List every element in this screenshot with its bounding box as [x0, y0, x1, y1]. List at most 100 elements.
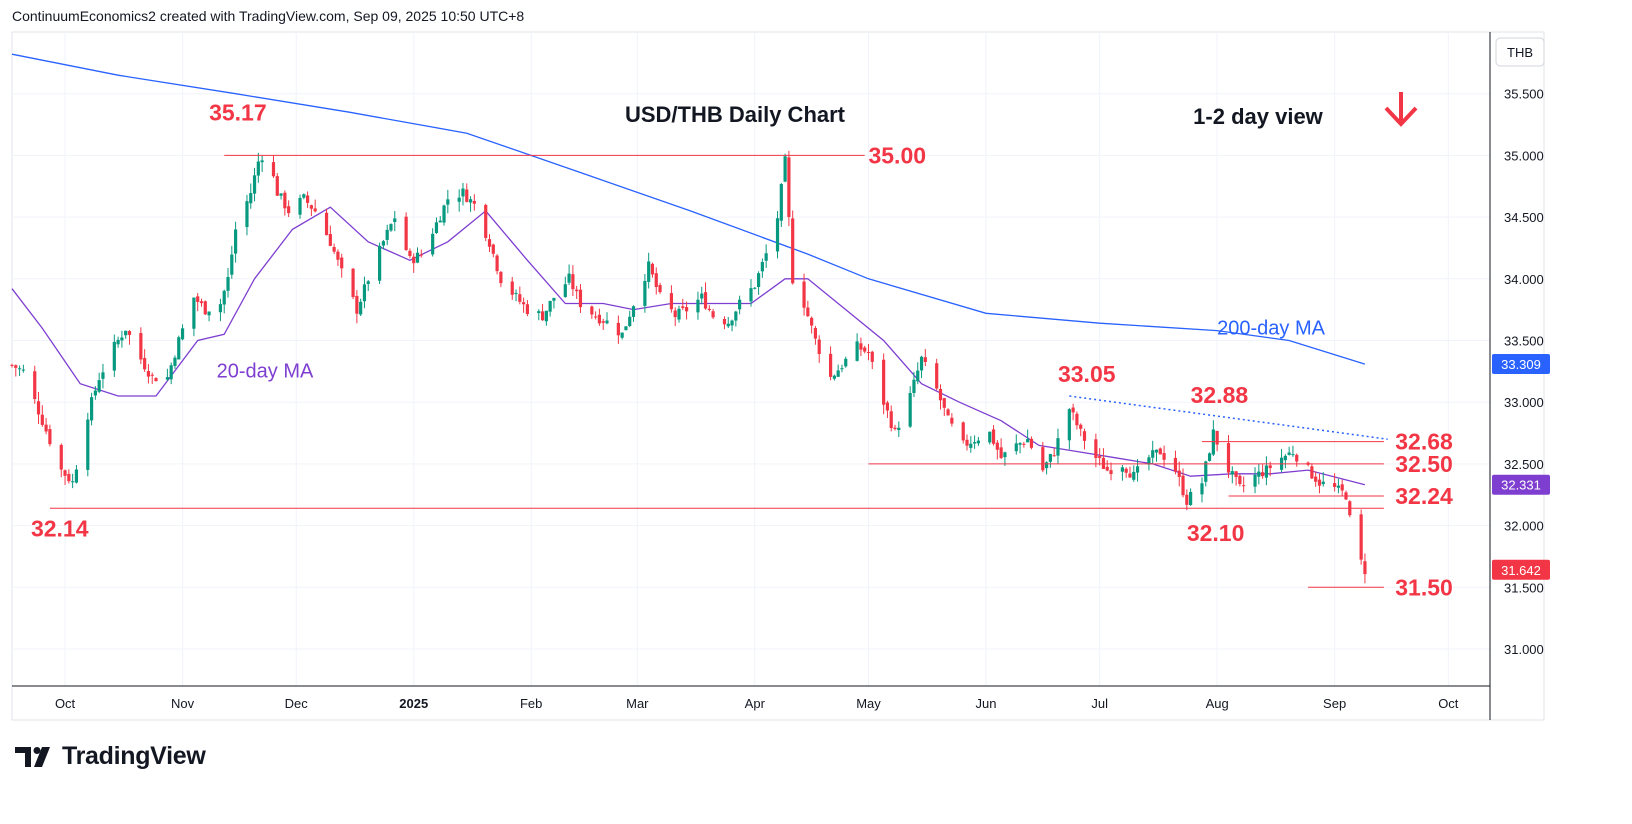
candle-body [1003, 452, 1007, 458]
ma-label: 20-day MA [217, 361, 314, 383]
candle-body [1185, 494, 1189, 505]
candle-body [525, 304, 530, 315]
candle-body [916, 370, 920, 382]
candle-body [116, 339, 120, 345]
x-tick-label: May [856, 696, 881, 711]
candle-body [817, 339, 821, 354]
candle-body [1333, 483, 1337, 487]
candle-body [537, 311, 541, 314]
candle-body [487, 239, 492, 247]
candle-body [124, 330, 128, 336]
candle-body [313, 208, 317, 212]
tradingview-logo[interactable]: TradingView [14, 742, 206, 771]
candle-body [787, 157, 791, 218]
candle-body [298, 198, 302, 215]
x-tick-label: Aug [1206, 696, 1229, 711]
candle-body [597, 314, 602, 324]
candle-body [1230, 471, 1234, 475]
candle-body [1018, 443, 1022, 445]
level-label: 35.17 [209, 99, 267, 125]
candle-body [271, 162, 276, 177]
candle-body [287, 206, 291, 214]
price-badge [1492, 559, 1550, 580]
level-label: 32.14 [31, 515, 89, 541]
candle-body [17, 368, 22, 370]
candle-body [1094, 439, 1098, 458]
candle-body [738, 299, 742, 310]
candle-body [1268, 465, 1272, 469]
candle-body [605, 320, 609, 324]
candle-body [408, 250, 412, 256]
candle-body [616, 322, 620, 336]
candle-body [726, 323, 730, 327]
candle-body [969, 443, 973, 448]
candle-body [461, 188, 465, 197]
x-tick-label: Feb [520, 696, 542, 711]
candle-body [1359, 514, 1363, 560]
candle-body [351, 268, 355, 298]
candle-body [764, 253, 768, 261]
candle-body [332, 247, 336, 252]
candle-body [1082, 431, 1087, 441]
x-tick-label: Oct [1438, 696, 1459, 711]
candle-body [40, 414, 44, 425]
candle-body [336, 251, 340, 260]
level-label: 32.50 [1395, 451, 1453, 477]
candle-body [1029, 438, 1034, 448]
candle-body [260, 160, 264, 163]
candle-body [832, 375, 836, 379]
candle-body [1317, 479, 1322, 486]
candle-body [946, 409, 950, 416]
candle-body [431, 233, 435, 255]
candle-body [1310, 466, 1314, 479]
currency-box: THB [1495, 37, 1545, 67]
candle-body [1075, 413, 1079, 426]
level-label: 32.10 [1187, 520, 1245, 546]
candle-body [385, 229, 389, 240]
candle-body [48, 429, 52, 445]
candle-body [1052, 455, 1056, 457]
candle-body [673, 310, 677, 318]
candle-body [510, 281, 514, 295]
candle-body [601, 321, 605, 323]
candle-body [813, 328, 818, 339]
candle-body [1041, 447, 1045, 471]
candle-body [889, 411, 893, 429]
ma20-line [11, 206, 1366, 486]
candle-body [44, 424, 48, 432]
candle-body [828, 353, 833, 377]
candle-body [1287, 452, 1291, 455]
candle-body [1109, 470, 1113, 475]
candle-body [882, 359, 886, 405]
candle-body [196, 296, 200, 302]
candle-body [67, 473, 71, 482]
candle-body [923, 357, 927, 362]
candle-body [1253, 474, 1257, 487]
candle-body [802, 281, 806, 308]
chart-frame [11, 31, 1545, 721]
candle-body [366, 281, 370, 284]
candle-body [169, 365, 173, 380]
candle-body [434, 222, 439, 234]
candle-body [154, 378, 158, 382]
candle-body [1257, 471, 1261, 477]
candle-body [711, 311, 715, 318]
y-tick-label: 35.000 [1504, 148, 1544, 163]
axes: 31.000 31.500 32.000 32.500 33.000 33.500 34.0… [12, 32, 1550, 720]
candle-body [226, 276, 230, 291]
candle-body [324, 212, 329, 236]
candle-body [146, 371, 151, 377]
candle-body [775, 218, 780, 252]
tradingview-wordmark: TradingView [62, 742, 206, 770]
x-tick-label: Jul [1091, 696, 1108, 711]
candle-body [1177, 470, 1181, 477]
y-tick-label: 34.000 [1504, 272, 1544, 287]
candle-body [912, 379, 916, 393]
y-tick-label: 32.000 [1504, 519, 1544, 534]
candle-body [1026, 439, 1030, 443]
candle-body [988, 431, 992, 443]
level-label: 32.88 [1191, 382, 1249, 408]
candle-body [870, 351, 874, 362]
